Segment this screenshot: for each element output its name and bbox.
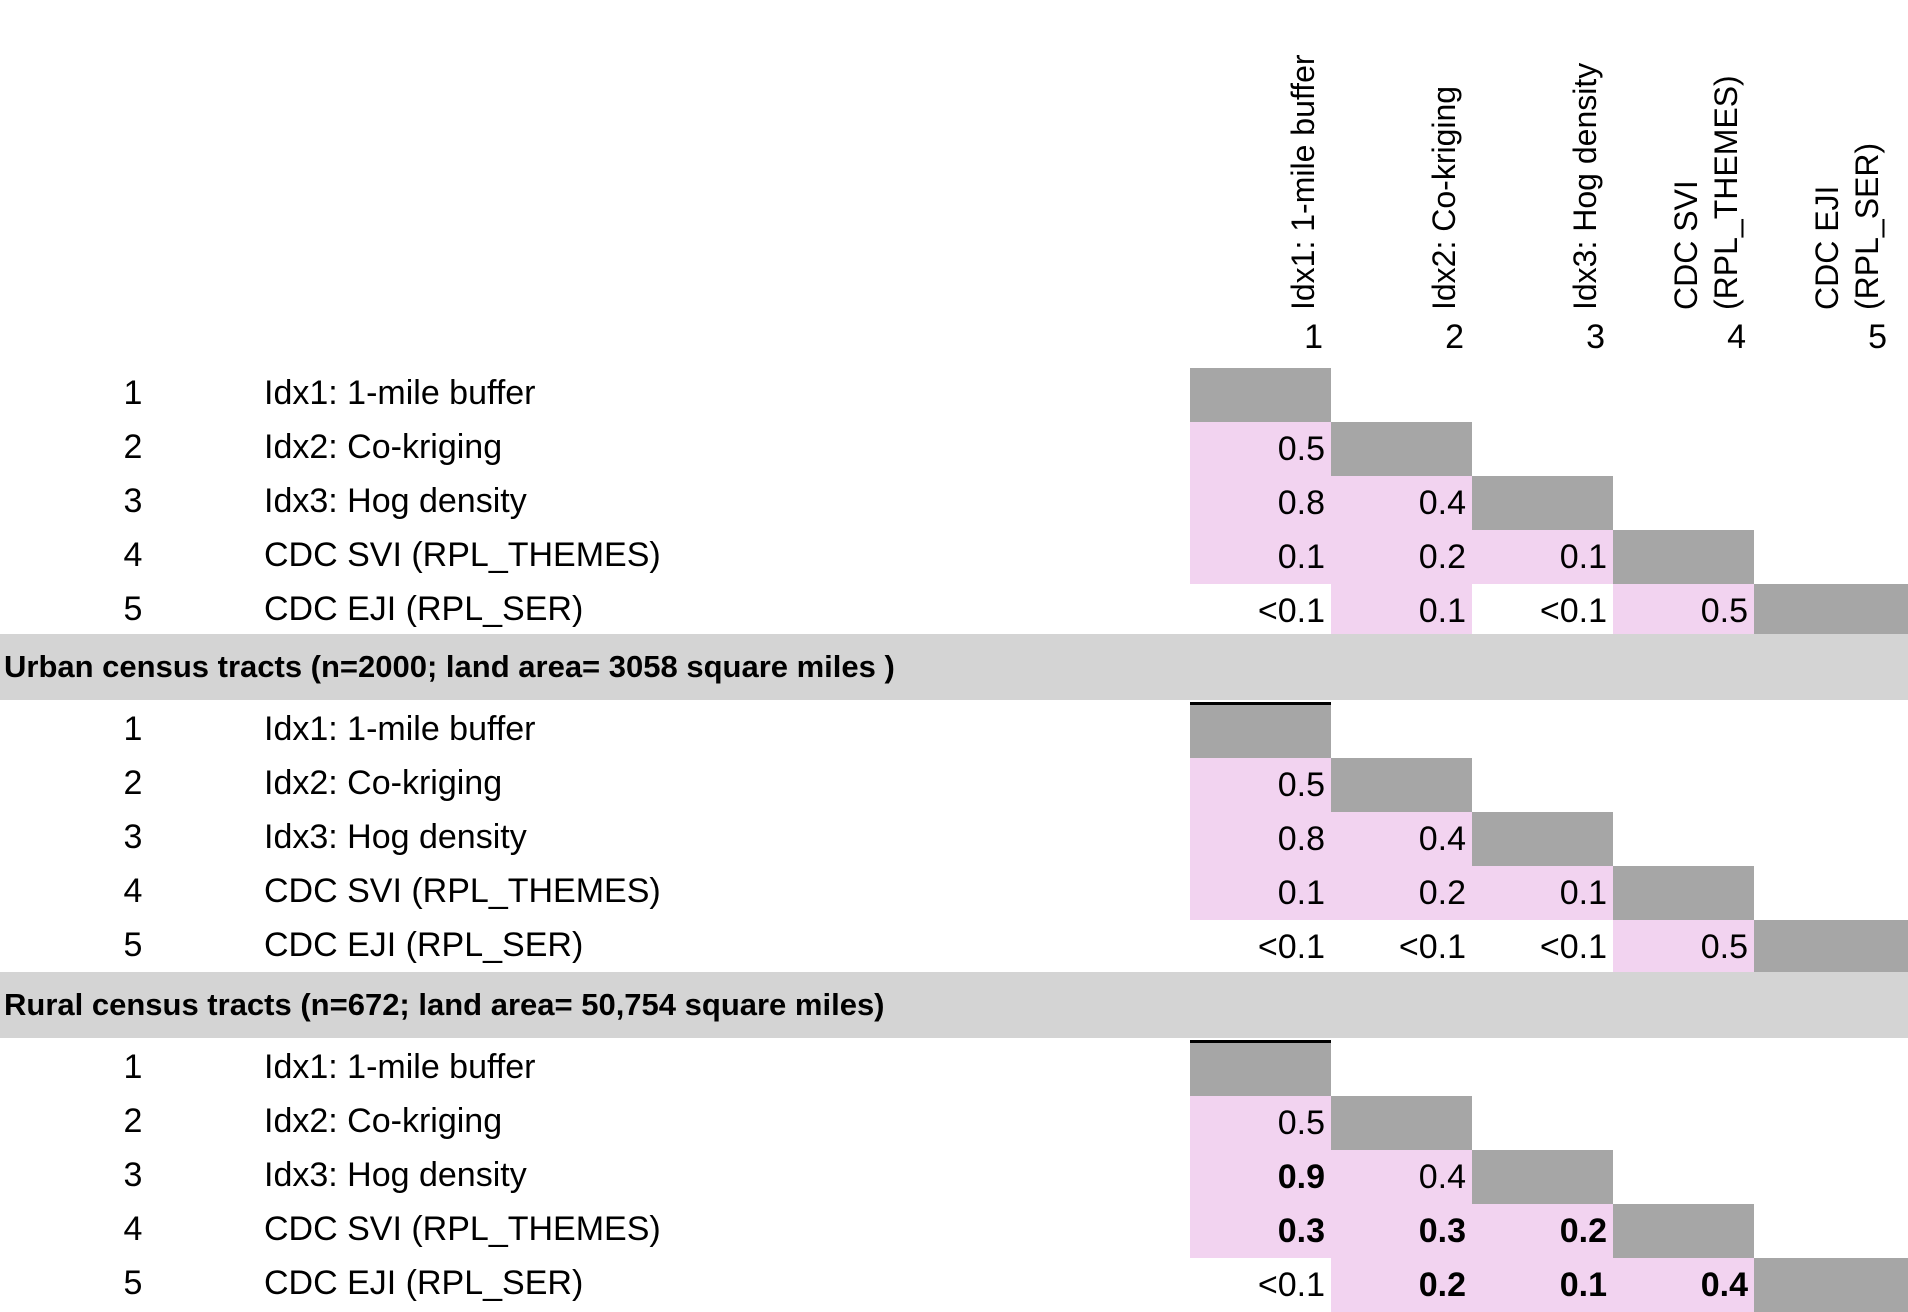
column-header-name: Idx2: Co-kriging (1426, 85, 1462, 310)
correlation-cell: 0.8 (1190, 812, 1331, 866)
diagonal-cell (1472, 1150, 1613, 1204)
correlation-cell: 0.1 (1472, 866, 1613, 920)
diagonal-cell (1190, 704, 1331, 758)
row-label: Idx1: 1-mile buffer (264, 710, 536, 748)
row-number: 1 (123, 1048, 143, 1086)
row-label: Idx2: Co-kriging (264, 428, 503, 466)
correlation-cell: <0.1 (1257, 1266, 1325, 1304)
row-number: 2 (123, 764, 143, 802)
correlation-cell: <0.1 (1257, 928, 1325, 966)
diagonal-cell (1331, 758, 1472, 812)
diagonal-cell (1190, 1042, 1331, 1096)
row-label: Idx1: 1-mile buffer (264, 374, 536, 412)
column-header-number: 3 (1586, 318, 1605, 356)
correlation-cell: <0.1 (1539, 928, 1607, 966)
diagonal-cell (1190, 368, 1331, 422)
correlation-cell: 0.2 (1331, 866, 1472, 920)
column-header-number: 5 (1868, 318, 1887, 356)
diagonal-cell (1331, 422, 1472, 476)
correlation-cell: 0.4 (1331, 476, 1472, 530)
diagonal-cell (1754, 584, 1908, 638)
diagonal-cell (1331, 1096, 1472, 1150)
row-number: 1 (123, 374, 143, 412)
column-header-name: CDC EJI (RPL_SER) (1809, 142, 1885, 310)
section-top-border (1190, 1040, 1331, 1043)
row-label: CDC EJI (RPL_SER) (264, 926, 584, 964)
row-number: 4 (123, 1210, 143, 1248)
row-number: 3 (123, 1156, 143, 1194)
correlation-cell: 0.5 (1613, 920, 1754, 974)
column-header-name: Idx1: 1-mile buffer (1285, 54, 1321, 310)
column-header-name: Idx3: Hog density (1567, 62, 1603, 310)
section-header: Urban census tracts (n=2000; land area= … (0, 634, 1908, 700)
correlation-cell: 0.5 (1190, 758, 1331, 812)
row-number: 2 (123, 1102, 143, 1140)
row-label: Idx3: Hog density (264, 1156, 527, 1194)
row-label: CDC SVI (RPL_THEMES) (264, 872, 661, 910)
row-label: Idx2: Co-kriging (264, 1102, 503, 1140)
row-number: 5 (123, 1264, 143, 1302)
row-label: Idx3: Hog density (264, 482, 527, 520)
column-header-name: CDC SVI (RPL_THEMES) (1668, 75, 1744, 310)
row-number: 3 (123, 818, 143, 856)
correlation-cell: 0.2 (1331, 530, 1472, 584)
correlation-cell: 0.5 (1190, 1096, 1331, 1150)
correlation-cell: 0.1 (1190, 530, 1331, 584)
row-label: Idx3: Hog density (264, 818, 527, 856)
column-header-number: 1 (1304, 318, 1323, 356)
correlation-cell: 0.5 (1613, 584, 1754, 638)
diagonal-cell (1472, 476, 1613, 530)
diagonal-cell (1754, 920, 1908, 974)
row-number: 1 (123, 710, 143, 748)
correlation-cell: 0.1 (1190, 866, 1331, 920)
row-label: CDC SVI (RPL_THEMES) (264, 1210, 661, 1248)
diagonal-cell (1472, 812, 1613, 866)
section-header: Rural census tracts (n=672; land area= 5… (0, 972, 1908, 1038)
correlation-cell: 0.2 (1472, 1204, 1613, 1258)
row-number: 5 (123, 926, 143, 964)
column-header-number: 2 (1445, 318, 1464, 356)
correlation-cell: 0.4 (1331, 1150, 1472, 1204)
row-label: CDC EJI (RPL_SER) (264, 1264, 584, 1302)
row-label: CDC EJI (RPL_SER) (264, 590, 584, 628)
diagonal-cell (1613, 866, 1754, 920)
correlation-cell: 0.8 (1190, 476, 1331, 530)
row-label: CDC SVI (RPL_THEMES) (264, 536, 661, 574)
section-top-border (1190, 702, 1331, 705)
diagonal-cell (1754, 1258, 1908, 1312)
row-number: 2 (123, 428, 143, 466)
correlation-cell: <0.1 (1398, 928, 1466, 966)
correlation-cell: 0.3 (1331, 1204, 1472, 1258)
row-number: 4 (123, 872, 143, 910)
row-number: 3 (123, 482, 143, 520)
correlation-cell: 0.4 (1613, 1258, 1754, 1312)
correlation-cell: 0.3 (1190, 1204, 1331, 1258)
correlation-cell: 0.2 (1331, 1258, 1472, 1312)
correlation-cell: 0.1 (1331, 584, 1472, 638)
correlation-cell: 0.9 (1190, 1150, 1331, 1204)
correlation-cell: 0.1 (1472, 1258, 1613, 1312)
correlation-cell: <0.1 (1257, 592, 1325, 630)
correlation-cell: 0.4 (1331, 812, 1472, 866)
column-header-number: 4 (1727, 318, 1746, 356)
row-number: 5 (123, 590, 143, 628)
row-label: Idx1: 1-mile buffer (264, 1048, 536, 1086)
correlation-cell: 0.5 (1190, 422, 1331, 476)
row-label: Idx2: Co-kriging (264, 764, 503, 802)
diagonal-cell (1613, 1204, 1754, 1258)
correlation-cell: <0.1 (1539, 592, 1607, 630)
row-number: 4 (123, 536, 143, 574)
diagonal-cell (1613, 530, 1754, 584)
correlation-cell: 0.1 (1472, 530, 1613, 584)
